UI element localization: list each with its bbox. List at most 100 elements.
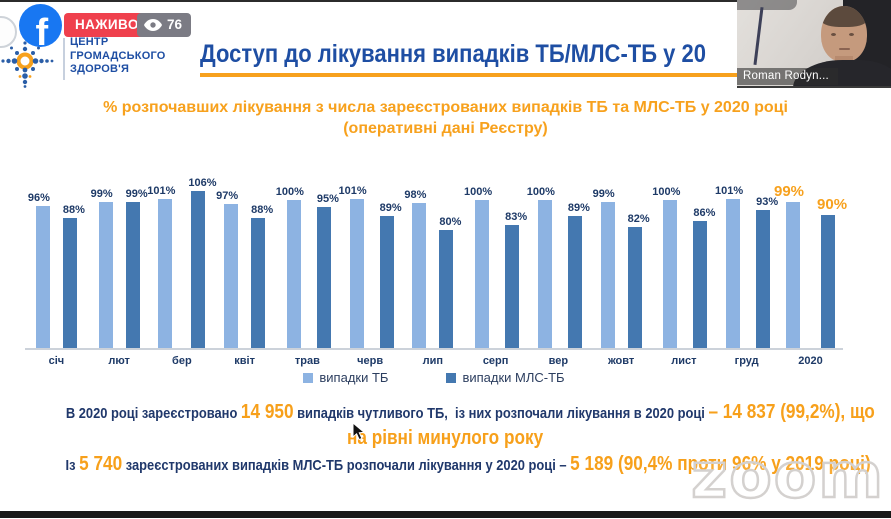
top-border-line	[0, 0, 891, 2]
bar-value-label: 99%	[592, 187, 615, 200]
legend-item: випадки МЛС-ТБ	[446, 370, 565, 385]
summary-segment: випадків чутливого ТБ, із них розпочали …	[293, 405, 709, 422]
bar-value-label: 83%	[505, 211, 528, 224]
bar	[158, 198, 173, 348]
bar	[693, 220, 708, 348]
phc-logo-dots-icon	[1, 41, 54, 88]
facebook-icon[interactable]: f	[19, 4, 62, 47]
eye-icon	[144, 18, 162, 31]
mouse-cursor-icon	[352, 422, 366, 441]
bar	[600, 201, 615, 348]
chart-group: 100% 86% лист	[652, 168, 716, 367]
summary-block: В 2020 році зареєстровано 14 950 випадкі…	[0, 400, 891, 478]
bar-value-label: 100%	[652, 186, 681, 198]
bar-value-label: 80%	[439, 215, 462, 228]
bar-value-label: 88%	[62, 203, 85, 216]
webcam-background-shade	[737, 0, 797, 10]
presenter-name-tag: Roman Rodyn...	[737, 68, 838, 85]
bar-value-label: 101%	[338, 184, 367, 197]
bar-value-label: 97%	[216, 190, 239, 203]
title-underline	[200, 73, 745, 77]
bar	[251, 217, 266, 348]
chart-group: 100% 95% трав	[276, 168, 339, 367]
bar-value-label: 90%	[817, 195, 848, 213]
bar-value-label: 99%	[125, 187, 148, 200]
bar-value-label: 100%	[526, 186, 555, 198]
bar-value-label: 98%	[404, 189, 427, 201]
org-name-line1: ЦЕНТР	[70, 36, 109, 48]
bar-value-label: 96%	[27, 191, 50, 204]
category-label: січ	[48, 355, 65, 367]
bar	[316, 207, 331, 348]
bar	[475, 200, 490, 348]
bar	[439, 229, 454, 348]
bar-value-label: 106%	[188, 177, 217, 190]
legend-swatch	[303, 372, 314, 383]
x-axis-line	[25, 348, 843, 350]
bar	[663, 200, 678, 348]
org-name-line3: ЗДОРОВ'Я	[70, 63, 130, 75]
category-label: лип	[422, 355, 444, 367]
bar-value-label: 99%	[774, 182, 805, 200]
bar	[412, 203, 427, 348]
logo-divider	[63, 38, 65, 80]
category-label: лист	[671, 355, 697, 367]
viewer-count: 76	[167, 17, 183, 32]
page-title: Доступ до лікування випадків ТБ/МЛС-ТБ у…	[200, 40, 706, 68]
chart-group: 99% 82% жовт	[590, 168, 653, 368]
bar	[821, 214, 836, 348]
summary-segment: В 2020 році зареєстровано	[65, 405, 241, 422]
bar	[567, 216, 582, 348]
category-label: бер	[172, 355, 192, 367]
bar	[35, 205, 50, 348]
chart-group: 101% 89% черв	[338, 168, 402, 368]
chart-group: 96% 88% січ	[25, 168, 88, 367]
category-label: серп	[482, 355, 509, 367]
chart-group: 99% 90% 2020	[774, 168, 847, 368]
summary-segment: 5 740	[79, 453, 123, 475]
bar-value-label: 82%	[627, 212, 650, 225]
summary-segment: – 14 837 (99,2%), що	[708, 401, 875, 423]
bar	[349, 198, 364, 348]
category-label: трав	[294, 355, 320, 367]
category-label: груд	[734, 355, 759, 367]
legend-label: випадки МЛС-ТБ	[462, 370, 565, 385]
bar	[224, 204, 239, 348]
bar-value-label: 100%	[275, 186, 304, 198]
category-label: вер	[548, 355, 569, 367]
chart-group: 98% 80% лип	[402, 168, 465, 367]
chart-subtitle-line2: (оперативні дані Реєстру)	[343, 120, 548, 137]
wall-object	[753, 7, 764, 65]
bar-value-label: 101%	[715, 184, 744, 197]
chart-group: 100% 89% вер	[527, 168, 590, 367]
presenter-face	[821, 6, 867, 62]
summary-segment: 5 189 (90,4% проти 96% у 2019 році)	[570, 453, 871, 475]
bar-value-label: 89%	[567, 202, 590, 215]
chart-group: 100% 83% серп	[464, 168, 527, 367]
bar-value-label: 88%	[251, 203, 274, 216]
bottom-border-bar	[0, 511, 891, 518]
legend-item: випадки ТБ	[303, 370, 388, 385]
bar	[627, 226, 642, 348]
category-label: квіт	[234, 355, 255, 367]
summary-segment: 14 950	[240, 401, 294, 423]
summary-line-3: Із 5 740 зареєстрованих випадків МЛС-ТБ …	[0, 452, 891, 478]
bar	[505, 225, 520, 348]
chart-legend: випадки ТБ випадки МЛС-ТБ	[25, 370, 843, 385]
category-label: жовт	[608, 355, 635, 367]
category-label: лют	[108, 355, 130, 367]
category-label: черв	[357, 355, 384, 367]
legend-swatch	[446, 372, 457, 383]
bar-value-label: 99%	[90, 187, 113, 200]
live-badge: НАЖИВО	[64, 13, 150, 37]
chart-group: 101% 106% бер	[147, 168, 217, 367]
legend-label: випадки ТБ	[319, 370, 389, 385]
chart-group: 101% 93% груд	[715, 168, 778, 368]
chart-subtitle-line1: % розпочавших лікування з числа зареєстр…	[103, 99, 788, 116]
chart-group: 97% 88% квіт	[213, 168, 276, 367]
bar-value-label: 86%	[693, 206, 716, 219]
presenter-webcam-tile[interactable]: Roman Rodyn...	[737, 0, 891, 88]
bar	[379, 216, 394, 348]
bar-value-label: 101%	[147, 184, 176, 197]
